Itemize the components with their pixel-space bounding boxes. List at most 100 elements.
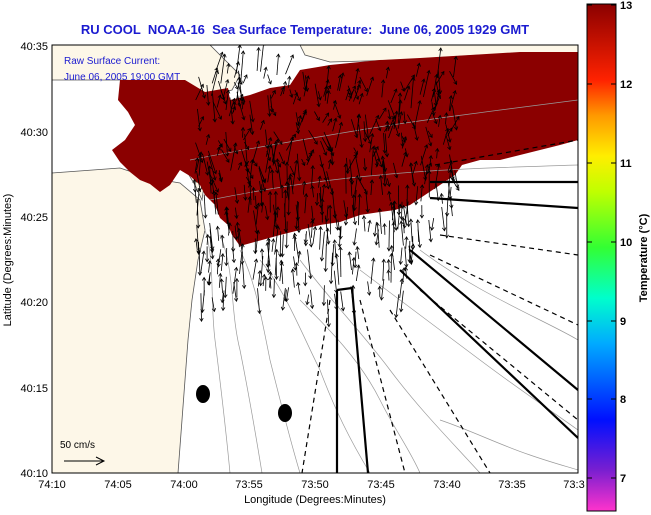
current-vector-head: [263, 66, 268, 71]
current-vector-head: [200, 115, 205, 121]
current-vector: [436, 47, 442, 78]
current-vector-head: [406, 223, 411, 228]
current-vector-head: [206, 133, 211, 139]
current-vector-head: [241, 116, 246, 121]
shipping-lanes-dashed: [301, 139, 578, 473]
current-vector: [292, 160, 297, 190]
current-vector: [403, 201, 409, 229]
current-vector: [400, 221, 404, 246]
current-vector-head: [201, 276, 207, 281]
current-vector-head: [256, 46, 261, 51]
current-vector: [281, 234, 284, 257]
current-vector: [401, 201, 403, 220]
current-vector: [311, 185, 314, 198]
current-vector-head: [234, 85, 239, 90]
current-vector: [215, 192, 219, 215]
current-vector-head: [313, 140, 318, 145]
current-vector: [390, 88, 397, 104]
current-vector: [367, 281, 370, 296]
current-vector: [327, 299, 330, 327]
current-vector-head: [271, 294, 277, 299]
current-vector-head: [259, 248, 265, 253]
current-vector-head: [319, 163, 324, 168]
current-vector: [277, 160, 281, 168]
current-vector: [258, 167, 266, 192]
current-vector-head: [241, 100, 246, 106]
current-vector: [332, 244, 334, 266]
current-vector: [260, 45, 264, 72]
current-vector: [319, 154, 323, 168]
current-vector-head: [231, 259, 236, 264]
current-vector-head: [371, 145, 376, 150]
current-vector-head: [245, 145, 250, 151]
current-vector: [277, 206, 279, 218]
current-vector: [326, 171, 333, 195]
x-axis-ticks: 74:10 74:05 74:00 73:55 73:50 73:45 73:4…: [38, 479, 584, 491]
current-vector-head: [391, 221, 396, 226]
current-vector: [206, 234, 209, 245]
current-vector-head: [382, 167, 388, 173]
current-vector: [415, 63, 420, 77]
current-vector: [206, 161, 212, 186]
current-vector: [211, 70, 219, 96]
current-vector-head: [250, 118, 255, 123]
current-vector-head: [197, 127, 202, 132]
current-vector: [388, 220, 390, 251]
current-vector: [228, 98, 235, 117]
current-vector-head: [245, 168, 250, 173]
current-vector: [353, 228, 357, 246]
current-vector-head: [357, 177, 362, 182]
current-vector-head: [212, 176, 217, 181]
x-tick: 73:55: [235, 479, 263, 491]
current-vector: [326, 138, 334, 156]
annotation-line-2: June 06, 2005 19:00 GMT: [64, 72, 180, 83]
current-vector-head: [447, 138, 452, 143]
current-vector: [228, 222, 231, 236]
current-vector-head: [260, 119, 265, 124]
current-vector-head: [375, 222, 380, 227]
current-vector-head: [278, 140, 283, 145]
current-vector-head: [261, 273, 267, 278]
current-vector-head: [326, 323, 331, 328]
current-vector-head: [234, 277, 240, 282]
current-vector: [380, 175, 383, 195]
current-vector-head: [399, 278, 404, 283]
current-vector: [353, 147, 358, 155]
current-vector: [400, 81, 405, 92]
current-vector-head: [424, 144, 429, 149]
current-vector-head: [241, 284, 247, 289]
current-vector-head: [409, 259, 414, 264]
current-vector-head: [385, 124, 389, 130]
current-vector: [336, 253, 340, 285]
current-vector: [216, 94, 221, 108]
current-vector-head: [428, 238, 433, 243]
current-vector-head: [302, 180, 307, 185]
current-vector: [427, 130, 433, 138]
current-vector-head: [394, 110, 399, 115]
current-vector: [447, 160, 452, 172]
current-vector: [265, 205, 269, 220]
current-vector-head: [265, 241, 270, 246]
current-vector-head: [334, 289, 339, 294]
current-vector-head: [196, 224, 201, 229]
current-vector-head: [382, 182, 387, 187]
current-vector-head: [332, 239, 337, 244]
current-vector: [198, 247, 201, 276]
colorbar-tick: 13: [620, 0, 632, 12]
current-vector: [428, 155, 432, 173]
current-vector-head: [234, 236, 239, 241]
current-vector-head: [297, 115, 302, 120]
current-vector-head: [270, 169, 275, 174]
current-vector-head: [244, 162, 249, 167]
current-vector: [339, 226, 341, 247]
current-vector: [207, 150, 217, 174]
y-tick: 40:15: [20, 383, 48, 395]
current-vector-head: [399, 308, 404, 313]
current-vector-head: [196, 251, 201, 256]
current-vector: [322, 112, 329, 123]
current-vector: [286, 176, 291, 199]
current-vector: [449, 186, 452, 200]
current-vector-head: [328, 280, 334, 285]
current-vector: [209, 174, 219, 193]
